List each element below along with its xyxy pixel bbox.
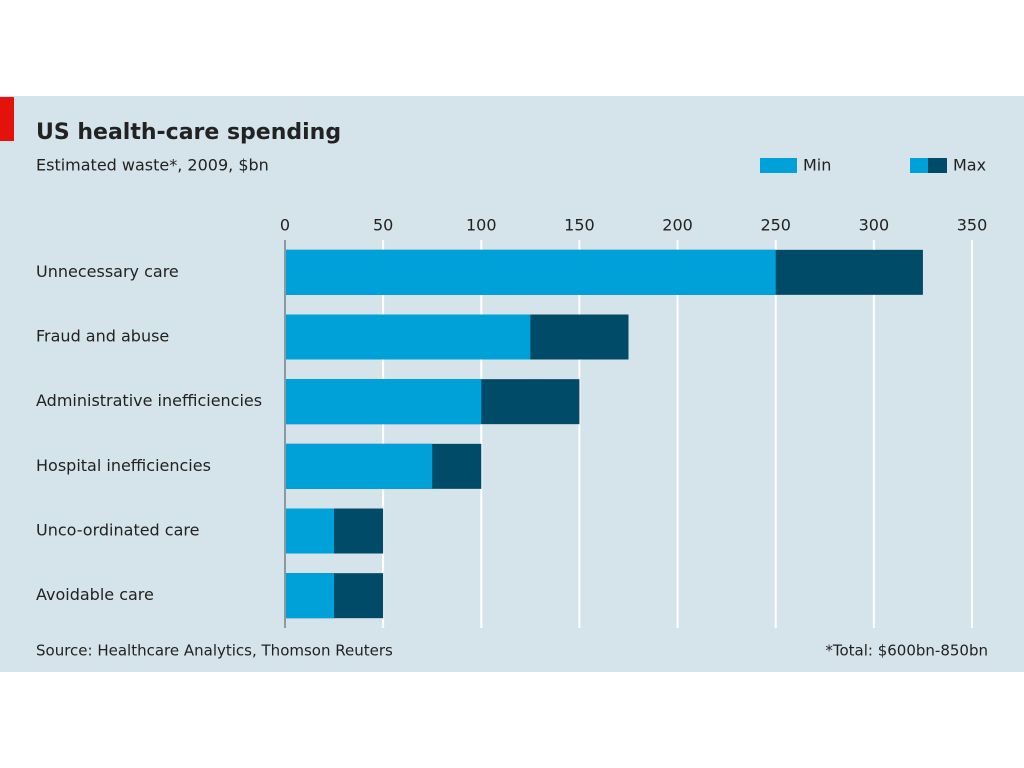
legend-label: Min [803, 156, 831, 175]
chart-title: US health-care spending [36, 120, 341, 145]
bar [285, 249, 776, 295]
bar [285, 573, 335, 619]
legend-swatch [910, 158, 928, 173]
y-tick-label: Unnecessary care [36, 262, 179, 281]
legend-label: Max [953, 156, 986, 175]
y-tick-label: Fraud and abuse [36, 327, 169, 346]
x-tick-label: 0 [280, 216, 290, 235]
y-tick-label: Administrative inefficiencies [36, 391, 262, 410]
x-tick-label: 150 [564, 216, 595, 235]
y-tick-label: Unco-ordinated care [36, 521, 199, 540]
red-tag [0, 97, 14, 141]
source: Source: Healthcare Analytics, Thomson Re… [36, 642, 393, 660]
x-tick-label: 50 [373, 216, 393, 235]
legend-swatch [928, 158, 947, 173]
bar [285, 314, 531, 360]
y-tick-label: Avoidable care [36, 585, 154, 604]
note: *Total: $600bn-850bn [825, 642, 988, 660]
legend-swatch [760, 158, 797, 173]
x-tick-label: 250 [760, 216, 791, 235]
bar [285, 443, 433, 489]
x-tick-label: 350 [957, 216, 988, 235]
y-tick-label: Hospital inefficiencies [36, 456, 211, 475]
x-tick-label: 100 [466, 216, 497, 235]
subtitle: Estimated waste*, 2009, $bn [36, 156, 269, 175]
bar [285, 508, 335, 554]
x-tick-label: 200 [662, 216, 693, 235]
x-tick-label: 300 [859, 216, 890, 235]
bar [285, 379, 482, 425]
